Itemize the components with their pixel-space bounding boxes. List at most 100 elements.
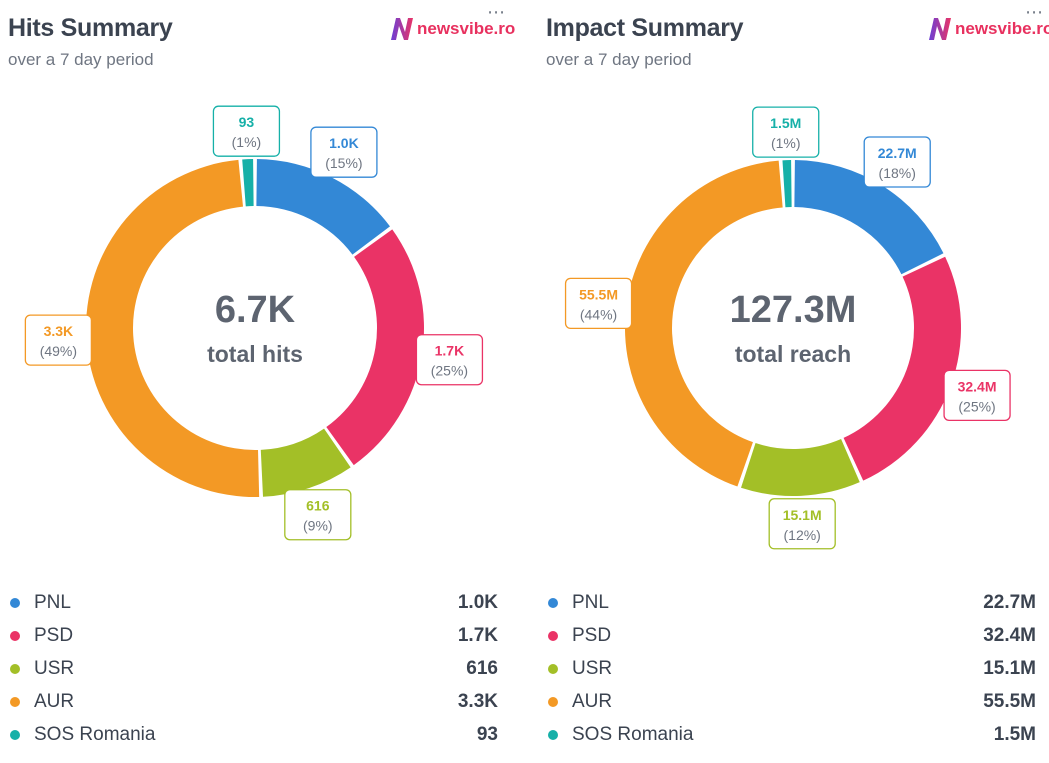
legend-dot-icon: [10, 597, 20, 608]
slice-usr[interactable]: [741, 439, 860, 496]
donut-chart: 22.7M (18%) 32.4M (25%) 15.1M (12%) 55.5M (44%)…: [564, 106, 1011, 550]
slice-pnl[interactable]: [794, 160, 944, 275]
slice-value-label: 3.3K: [44, 323, 74, 339]
legend-label: SOS Romania: [572, 723, 694, 745]
slice-value-label: 22.7M: [878, 145, 917, 161]
newsvibe-n-icon: [391, 18, 413, 40]
slice-aur[interactable]: [625, 160, 783, 487]
slice-label: 3.3K (49%): [24, 314, 93, 366]
legend-value: 55.5M: [983, 690, 1036, 712]
legend-dot-icon: [548, 729, 558, 740]
center-total-value: 6.7K: [215, 289, 296, 331]
legend-dot-icon: [548, 696, 558, 707]
brand-text: newsvibe.ro: [955, 19, 1049, 38]
legend-value: 3.3K: [457, 690, 498, 712]
legend-label: USR: [34, 657, 75, 679]
slice-value-label: 1.7K: [435, 343, 465, 359]
slice-value-label: 616: [306, 498, 330, 514]
slice-percent-label: (18%): [879, 165, 916, 181]
chart-subtitle: over a 7 day period: [8, 50, 154, 69]
legend-label: PNL: [34, 591, 71, 613]
center-total-label: total hits: [207, 341, 303, 367]
hits-summary-panel: Hits Summary over a 7 day period ⋯ newsv…: [0, 0, 524, 763]
legend-label: PSD: [34, 624, 74, 646]
chart-title: Hits Summary: [8, 14, 173, 42]
slice-label: 55.5M (44%): [564, 277, 633, 330]
slice-percent-label: (1%): [771, 135, 801, 151]
legend: PNL 1.0K PSD 1.7K USR 616 AUR 3.3K SOS Romania 93: [10, 586, 498, 751]
slice-label: 15.1M (12%): [768, 498, 836, 550]
legend-value: 616: [466, 657, 498, 679]
legend-value: 1.7K: [457, 624, 498, 646]
legend-item-pnl[interactable]: PNL 1.0K: [10, 586, 498, 619]
slice-sos-romania[interactable]: [242, 159, 254, 207]
legend-value: 93: [476, 723, 498, 745]
brand-text: newsvibe.ro: [417, 19, 516, 38]
slice-usr[interactable]: [260, 428, 351, 497]
legend-value: 32.4M: [983, 624, 1036, 646]
slice-percent-label: (15%): [325, 155, 362, 171]
donut-chart: 1.0K (15%) 1.7K (25%) 616 (9%) 3.3K (49%) 93 (1%)…: [24, 105, 484, 541]
legend-label: AUR: [34, 690, 75, 712]
legend-value: 1.0K: [457, 591, 498, 613]
legend-item-aur[interactable]: AUR 55.5M: [548, 685, 1036, 718]
slice-label: 32.4M (25%): [943, 369, 1011, 421]
slice-label: 616 (9%): [284, 489, 352, 541]
more-options-icon[interactable]: ⋯: [487, 2, 506, 22]
slice-value-label: 55.5M: [579, 286, 618, 302]
newsvibe-logo: newsvibe.ro: [927, 16, 1049, 42]
slice-percent-label: (25%): [958, 398, 995, 414]
slice-value-label: 1.0K: [329, 135, 359, 151]
slice-percent-label: (25%): [431, 363, 468, 379]
legend-item-psd[interactable]: PSD 32.4M: [548, 619, 1036, 652]
newsvibe-logo: newsvibe.ro: [389, 16, 515, 42]
legend-dot-icon: [10, 630, 20, 641]
legend-dot-icon: [548, 597, 558, 608]
legend-item-sos-romania[interactable]: SOS Romania 1.5M: [548, 718, 1036, 751]
slice-label: 22.7M (18%): [863, 136, 931, 188]
slice-label: 93 (1%): [212, 105, 281, 157]
legend-label: AUR: [572, 690, 613, 712]
legend-dot-icon: [10, 729, 20, 740]
slice-value-label: 93: [239, 114, 255, 130]
slice-sos-romania[interactable]: [782, 160, 792, 208]
legend: PNL 22.7M PSD 32.4M USR 15.1M AUR 55.5M SOS Roma…: [548, 586, 1036, 751]
legend-item-usr[interactable]: USR 15.1M: [548, 652, 1036, 685]
legend-item-aur[interactable]: AUR 3.3K: [10, 685, 498, 718]
slice-pnl[interactable]: [256, 159, 390, 255]
center-total-value: 127.3M: [730, 289, 857, 331]
slice-psd[interactable]: [326, 229, 424, 466]
legend-dot-icon: [10, 696, 20, 707]
slice-psd[interactable]: [843, 256, 961, 481]
legend-item-sos-romania[interactable]: SOS Romania 93: [10, 718, 498, 751]
legend-dot-icon: [548, 630, 558, 641]
slice-label: 1.0K (15%): [310, 126, 378, 178]
legend-item-psd[interactable]: PSD 1.7K: [10, 619, 498, 652]
slice-value-label: 32.4M: [958, 378, 997, 394]
legend-label: USR: [572, 657, 613, 679]
slice-percent-label: (1%): [232, 134, 262, 150]
center-total-label: total reach: [735, 341, 851, 367]
legend-item-usr[interactable]: USR 616: [10, 652, 498, 685]
legend-label: PSD: [572, 624, 612, 646]
legend-value: 22.7M: [983, 591, 1036, 613]
legend-label: PNL: [572, 591, 609, 613]
slice-label: 1.5M (1%): [752, 106, 820, 158]
chart-subtitle: over a 7 day period: [546, 50, 692, 69]
chart-title: Impact Summary: [546, 14, 744, 42]
slice-label: 1.7K (25%): [415, 334, 484, 386]
legend-label: SOS Romania: [34, 723, 156, 745]
slice-value-label: 15.1M: [783, 507, 822, 523]
slice-percent-label: (49%): [40, 343, 77, 359]
slice-aur[interactable]: [85, 159, 260, 497]
legend-dot-icon: [10, 663, 20, 674]
slice-percent-label: (12%): [784, 527, 821, 543]
slice-percent-label: (44%): [580, 306, 617, 322]
newsvibe-n-icon: [929, 18, 951, 40]
slice-percent-label: (9%): [303, 518, 333, 534]
legend-item-pnl[interactable]: PNL 22.7M: [548, 586, 1036, 619]
more-options-icon[interactable]: ⋯: [1025, 2, 1044, 22]
impact-summary-panel: Impact Summary over a 7 day period ⋯ new…: [538, 0, 1049, 763]
legend-dot-icon: [548, 663, 558, 674]
slice-value-label: 1.5M: [770, 115, 801, 131]
